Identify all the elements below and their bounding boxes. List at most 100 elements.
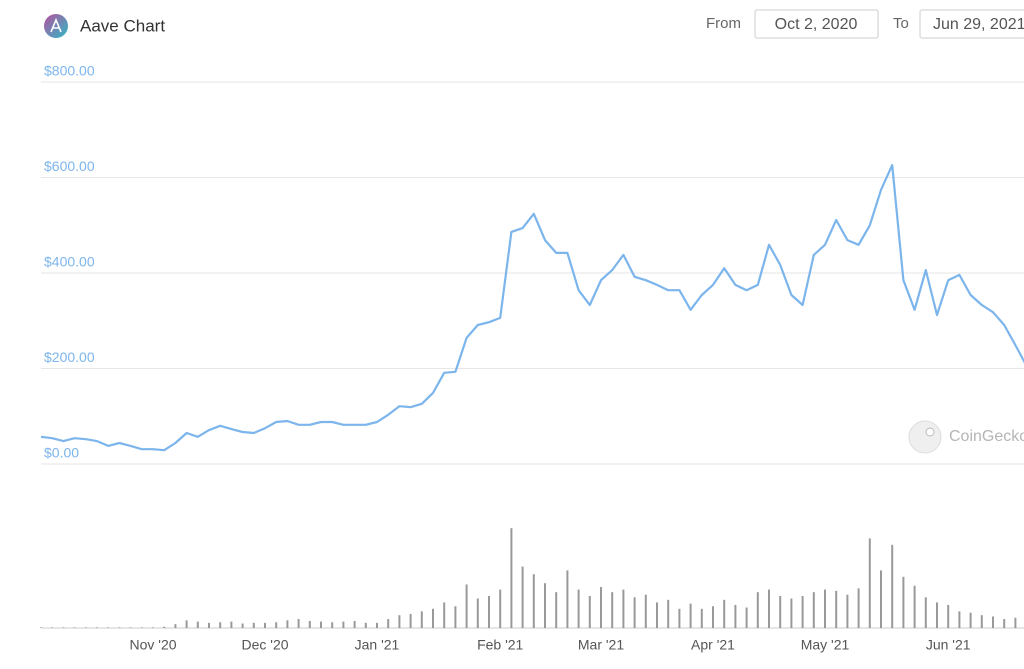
volume-bar [264,622,266,628]
volume-bar [230,621,233,628]
volume-bar [723,599,726,628]
volume-bar [588,596,591,628]
volume-bar [465,584,468,628]
volume-bar [790,598,793,628]
y-tick-label: $600.00 [44,158,95,174]
volume-bar [219,622,222,628]
volume-bar [521,566,524,628]
volume-bar [308,620,311,628]
volume-bar [252,622,255,628]
volume-bar [241,623,244,628]
volume-bar [152,627,154,628]
x-tick-label: May '21 [801,637,850,653]
coin-logo-mark [50,17,62,33]
volume-bar [734,604,737,628]
volume-bar [555,592,558,628]
volume-bar [566,570,569,628]
volume-bar [275,622,278,628]
volume-bar [118,627,121,628]
volume-bar [689,603,692,628]
volume-bar [600,587,602,628]
volume-bar [902,576,905,628]
volume-bar [432,608,434,628]
volume-bar [857,588,860,628]
volume-bar [656,602,658,628]
volume-bar [73,627,76,628]
volume-bar [185,620,188,628]
volume-bar [678,608,681,628]
volume-bar [667,599,670,628]
volume-bar [476,598,479,628]
volume-bar [644,594,647,628]
volume-bar [992,616,994,628]
volume-bar [779,596,782,628]
volume-bar [51,627,54,628]
volume-bar [174,624,177,628]
volume-bar [633,597,636,628]
volume-bar [712,606,714,628]
watermark: CoinGecko [908,420,1024,454]
x-tick-label: Mar '21 [578,637,624,653]
from-label: From [706,15,741,32]
y-tick-label: $800.00 [44,63,95,79]
volume-bar [331,622,334,628]
x-tick-label: Jan '21 [355,637,400,653]
volume-bar [577,589,580,628]
y-tick-label: $200.00 [44,349,95,365]
watermark-eye [925,427,935,437]
volume-bar [824,589,826,628]
volume-bar [286,620,289,628]
volume-bar [1003,619,1006,628]
volume-bar [700,608,703,628]
volume-bar [846,594,849,628]
x-tick-label: Apr '21 [691,637,735,653]
x-tick-label: Feb '21 [477,637,523,653]
chart-title: Aave Chart [80,16,165,35]
to-date-box[interactable] [919,9,1024,39]
volume-bar [409,613,412,628]
volume-bar [499,589,502,628]
volume-bar [454,606,457,628]
volume-bar [868,538,871,628]
volume-bar [353,620,356,628]
volume-bar [1014,617,1017,628]
volume-bar [532,574,535,628]
volume-bar [364,622,367,628]
volume-bar [376,622,378,628]
volume-bar [812,592,815,628]
volume-bar [140,627,143,628]
from-date-box[interactable] [754,9,879,39]
from-date[interactable]: Oct 2, 2020 [775,16,858,33]
volume-bar [342,621,345,628]
volume-bar [398,615,401,628]
volume-bar [443,602,446,628]
watermark-text: CoinGecko [949,428,1024,445]
volume-bar [40,627,42,628]
to-date[interactable]: Jun 29, 2021 [933,16,1024,33]
volume-bar [880,570,882,628]
header: Aave Chart From Oct 2, 2020 To Jun 29, 2… [44,9,1024,39]
x-tick-label: Nov '20 [129,637,176,653]
volume-bar [745,607,748,628]
volume-bar [510,528,513,628]
volume-bar [62,627,65,628]
volume-bar [768,589,770,628]
volume-bar [196,621,199,628]
volume-bar [756,592,759,628]
volume-bar [980,615,983,628]
volume-bar [801,596,804,628]
volume-bar [208,622,210,628]
y-tick-label: $400.00 [44,254,95,270]
volume-bar [163,626,166,628]
to-label: To [893,15,909,32]
volume-bar [611,592,614,628]
y-tick-label: $0.00 [44,445,79,461]
price-line [40,164,1024,452]
volume-bar [936,602,938,628]
volume-bar [924,597,927,628]
coin-logo [44,14,68,38]
volume-bar [969,612,972,628]
volume-bar [488,596,490,628]
volume-bar [107,627,110,628]
